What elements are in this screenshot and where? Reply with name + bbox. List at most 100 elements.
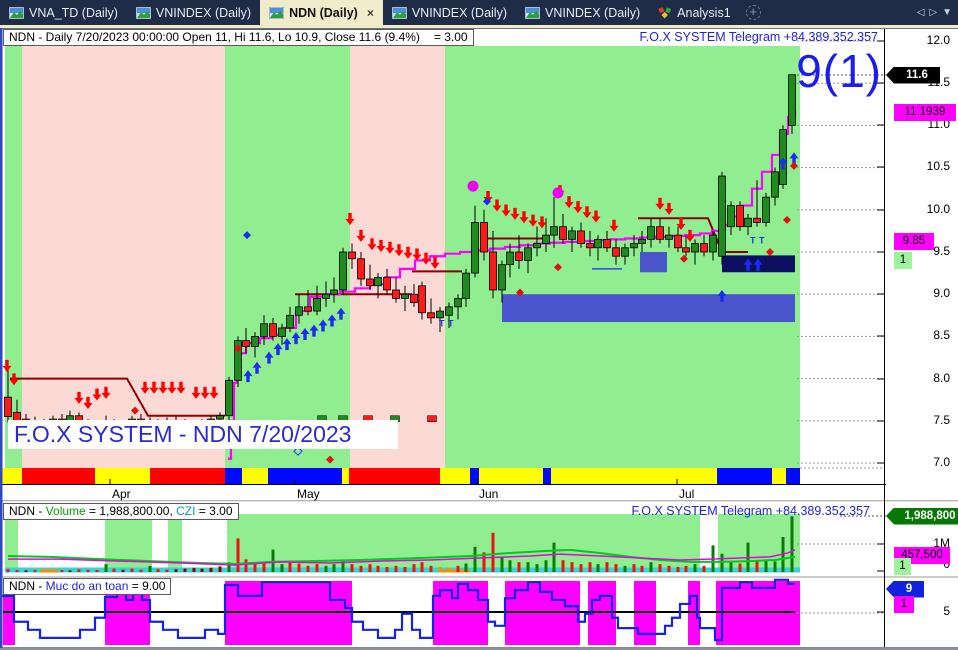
safety-step-line xyxy=(2,578,795,642)
main-title-value: = 3.00 xyxy=(433,30,468,44)
volume-orange-patch xyxy=(440,569,470,573)
tab-analysis1-5[interactable]: Analysis1 xyxy=(649,0,740,25)
safety-tag: 9 xyxy=(886,580,924,598)
volume-bar xyxy=(130,568,134,572)
signal-ribbon-segment xyxy=(717,468,772,484)
price-axis-label[interactable]: 8.0 xyxy=(933,371,950,385)
sell-arrow-icon xyxy=(191,386,201,399)
buy-arrow-icon xyxy=(717,289,727,302)
candle-body xyxy=(647,226,655,240)
sell-arrow-icon xyxy=(685,229,695,242)
volume-bar xyxy=(148,565,152,572)
volume-bar xyxy=(280,564,284,572)
safety-title-symbol: NDN - xyxy=(9,579,46,593)
price-axis-label[interactable]: 9.0 xyxy=(933,286,950,300)
price-axis-label[interactable]: 8.5 xyxy=(933,328,950,342)
volume-bar xyxy=(104,564,108,572)
red-diamond-marker xyxy=(680,254,688,263)
price-axis-label[interactable]: 10.0 xyxy=(926,202,950,216)
volume-title-symbol: NDN - xyxy=(9,504,46,518)
volume-bar xyxy=(306,565,310,572)
candle-body xyxy=(234,340,242,381)
month-label-apr[interactable]: Apr xyxy=(112,487,131,501)
price-axis-label[interactable]: 10.5 xyxy=(926,159,950,173)
volume-axis-label[interactable]: 0 xyxy=(943,557,950,571)
volume-pane-title: NDN - Volume = 1,988,800.00, CZI = 3.00 xyxy=(3,503,239,520)
candle-body xyxy=(348,251,356,260)
t-mark: T xyxy=(448,318,454,328)
candle-body xyxy=(559,226,567,240)
next-tab-arrow-icon[interactable]: ▷ xyxy=(929,7,938,18)
candle-body xyxy=(383,276,391,291)
signal-ribbon-segment xyxy=(543,468,551,484)
accumulation-box xyxy=(502,294,795,323)
sell-arrow-icon xyxy=(101,386,111,399)
volume-bar xyxy=(121,569,125,572)
volume-bar xyxy=(6,569,10,572)
position-marker xyxy=(427,415,437,422)
volume-bar xyxy=(447,567,451,572)
price-axis-label[interactable]: 9.5 xyxy=(933,244,950,258)
buy-arrow-icon xyxy=(753,258,763,271)
candle-body xyxy=(506,251,514,266)
volume-bar xyxy=(86,569,90,572)
volume-title-value: = 1,988,800.00, xyxy=(85,504,177,518)
red-diamond-marker xyxy=(326,455,334,464)
t-mark: T xyxy=(750,236,756,246)
tab-vna-td-daily--0[interactable]: VNA_TD (Daily) xyxy=(0,0,127,25)
candle-body xyxy=(304,306,312,312)
chart-icon xyxy=(135,6,151,19)
sell-arrow-icon xyxy=(140,381,150,394)
price-axis-label[interactable]: 7.0 xyxy=(933,455,950,469)
month-label-jun[interactable]: Jun xyxy=(479,487,499,501)
volume-bar xyxy=(508,560,512,572)
safety-axis-label[interactable]: 5 xyxy=(943,604,950,618)
tab-vnindex-daily--1[interactable]: VNINDEX (Daily) xyxy=(127,0,260,25)
tab-ndn-daily--2[interactable]: NDN (Daily) × xyxy=(260,0,383,25)
sell-arrow-icon xyxy=(412,248,422,261)
volume-bar xyxy=(517,562,521,572)
prev-tab-arrow-icon[interactable]: ◁ xyxy=(916,7,925,18)
sell-arrow-icon xyxy=(609,219,619,232)
new-tab-icon[interactable]: + xyxy=(745,5,761,20)
candle-body xyxy=(736,205,744,228)
volume-bar xyxy=(139,569,143,572)
sell-arrow-icon xyxy=(664,202,674,215)
buy-arrow-icon xyxy=(243,370,253,383)
volume-bar xyxy=(218,566,222,572)
volume-bar xyxy=(244,559,248,572)
volume-bar xyxy=(764,559,768,572)
signal-ribbon-segment xyxy=(470,468,479,484)
tab-menu-arrow-icon[interactable]: ▼ xyxy=(942,7,952,18)
red-diamond-marker xyxy=(790,161,798,170)
tab-vnindex-daily--4[interactable]: VNINDEX (Daily) xyxy=(516,0,649,25)
candle-body xyxy=(374,276,382,287)
month-label-may[interactable]: May xyxy=(297,487,320,501)
month-label-jul[interactable]: Jul xyxy=(679,487,695,501)
candle-body xyxy=(4,396,12,417)
signal-ribbon-segment xyxy=(772,468,786,484)
signal-count-label: 9(1) xyxy=(796,45,882,97)
candle-body xyxy=(445,306,453,316)
volume-bar xyxy=(623,565,627,572)
candle-body xyxy=(753,217,761,223)
trend-zone xyxy=(5,46,22,468)
buy-arrow-icon xyxy=(318,319,328,332)
price-tag: 9.85 xyxy=(894,232,934,250)
volume-bar xyxy=(51,569,55,572)
red-diamond-marker xyxy=(131,406,139,415)
volume-bar xyxy=(412,564,416,572)
price-axis-label[interactable]: 11.0 xyxy=(927,117,950,131)
volume-bar xyxy=(183,568,187,572)
sell-arrow-icon xyxy=(149,381,159,394)
price-axis-label[interactable]: 12.0 xyxy=(926,33,950,47)
tab-vnindex-daily--3[interactable]: VNINDEX (Daily) xyxy=(383,0,516,25)
close-tab-icon[interactable]: × xyxy=(366,5,374,20)
candle-body xyxy=(357,258,365,280)
price-axis-label[interactable]: 7.5 xyxy=(933,413,950,427)
sell-arrow-icon xyxy=(519,211,529,224)
candle-body xyxy=(621,247,629,257)
volume-bar xyxy=(95,570,99,572)
candle-body xyxy=(700,243,708,253)
